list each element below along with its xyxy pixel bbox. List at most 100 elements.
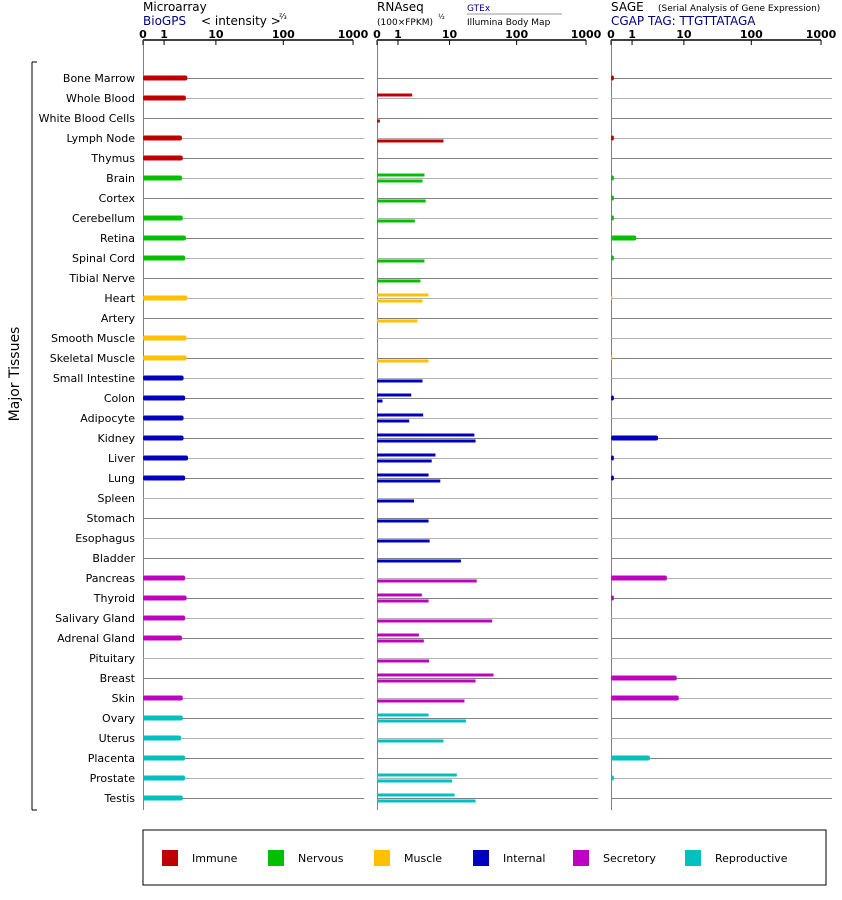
sage-bar [611, 295, 613, 301]
biogps-link[interactable]: BioGPS [143, 14, 186, 28]
microarray-bar [143, 775, 186, 781]
rnaseq-bodymap-bar [377, 473, 429, 477]
sage-bar [611, 175, 614, 181]
sage-bar [611, 235, 637, 241]
tissue-label: Colon [104, 392, 135, 405]
tissue-rows: Bone Marrow Whole Blood White Blood Cells L… [39, 72, 832, 805]
tissue-label: Bladder [92, 552, 135, 565]
legend-swatch-reproductive [685, 850, 701, 866]
microarray-bar [143, 455, 189, 461]
sage-bar [611, 575, 667, 581]
microarray-bar [143, 595, 187, 601]
rnaseq-bodymap-bar [377, 139, 444, 143]
tissue-label: Adrenal Gland [57, 632, 135, 645]
rnaseq-bodymap-bar [377, 379, 423, 383]
tissue-label: Skeletal Muscle [50, 352, 135, 365]
sage-bar [611, 755, 650, 761]
sage-bar [611, 75, 614, 81]
microarray-bar [143, 215, 183, 221]
sage-bar [611, 355, 613, 361]
sage-title: SAGE [611, 0, 644, 14]
bars [143, 75, 679, 803]
tissue-label: Breast [100, 672, 136, 685]
microarray-bar [143, 175, 182, 181]
x-tick-label: 10 [208, 28, 224, 41]
microarray-bar [143, 715, 183, 721]
rnaseq-bodymap-bar [377, 293, 429, 297]
microarray-bar [143, 395, 186, 401]
tissue-label: Salivary Gland [55, 612, 135, 625]
microarray-bar [143, 335, 187, 341]
rnaseq-bodymap-bar [377, 539, 430, 543]
x-tick-label: 1000 [806, 28, 837, 41]
tissue-label: Artery [101, 312, 136, 325]
cgap-tag-link[interactable]: CGAP TAG: TTGTTATAGA [611, 14, 756, 28]
x-tick-label: 1000 [338, 28, 369, 41]
tissue-label: Kidney [97, 432, 135, 445]
legend-label-nervous: Nervous [298, 852, 344, 865]
tissue-label: Heart [104, 292, 135, 305]
sage-bar [611, 215, 614, 221]
sage-bar [611, 455, 614, 461]
rnaseq-bodymap-bar [377, 173, 425, 177]
microarray-bar [143, 295, 188, 301]
microarray-bar [143, 255, 186, 261]
legend-swatch-secretory [573, 850, 589, 866]
tissue-label: Testis [104, 792, 136, 805]
legend-label-reproductive: Reproductive [715, 852, 788, 865]
microarray-bar [143, 95, 186, 101]
rnaseq-bodymap-bar [377, 659, 430, 663]
microarray-bar [143, 375, 184, 381]
rnaseq-bodymap-bar [377, 479, 441, 483]
rnaseq-bodymap-bar [377, 593, 422, 597]
rnaseq-bodymap-bar [377, 713, 429, 717]
legend-label-secretory: Secretory [603, 852, 656, 865]
tissue-label: Ovary [102, 712, 135, 725]
x-tick-label: 1 [160, 28, 168, 41]
tissue-label: Placenta [88, 752, 135, 765]
microarray-bar [143, 635, 182, 641]
rnaseq-bodymap-bar [377, 459, 432, 463]
rnaseq-bodymap-bar [377, 519, 429, 523]
microarray-bar [143, 475, 186, 481]
tissue-label: Adipocyte [80, 412, 135, 425]
sage-bar [611, 775, 614, 781]
sage-bar [611, 475, 614, 481]
rnaseq-bodymap-bar [377, 359, 429, 363]
microarray-scale-exponent: ⅔ [279, 12, 287, 21]
x-tick-label: 0 [139, 28, 147, 41]
legend-swatch-nervous [268, 850, 284, 866]
rnaseq-bodymap-bar [377, 453, 436, 457]
microarray-bar [143, 695, 183, 701]
rnaseq-bodymap-bar [377, 679, 476, 683]
tissue-label: Skin [112, 692, 135, 705]
tissue-label: Spleen [97, 492, 135, 505]
legend-swatch-internal [473, 850, 489, 866]
rnaseq-bodymap-bar [377, 179, 423, 183]
microarray-bar [143, 795, 183, 801]
tissue-label: Cortex [99, 192, 136, 205]
sage-bar [611, 135, 614, 141]
rnaseq-bodymap-bar [377, 599, 429, 603]
bodymap-label: Illumina Body Map [467, 18, 551, 28]
rnaseq-bodymap-bar [377, 793, 455, 797]
microarray-bar [143, 235, 186, 241]
tissue-label: Tibial Nerve [68, 272, 135, 285]
legend-label-muscle: Muscle [404, 852, 442, 865]
rnaseq-bodymap-bar [377, 393, 412, 397]
sage-bar [611, 595, 614, 601]
legend-label-immune: Immune [192, 852, 238, 865]
rnaseq-bodymap-bar [377, 119, 380, 123]
x-tick-label: 100 [272, 28, 295, 41]
rnaseq-bodymap-bar [377, 639, 424, 643]
tissue-label: Small Intestine [53, 372, 135, 385]
microarray-bar [143, 355, 187, 361]
rnaseq-bodymap-bar [377, 579, 477, 583]
x-tick-label: 0 [373, 28, 381, 41]
tissue-label: Esophagus [75, 532, 135, 545]
rnaseq-bodymap-bar [377, 699, 465, 703]
gtex-link[interactable]: GTEx [467, 4, 491, 14]
x-tick-label: 1 [394, 28, 402, 41]
sage-bar [611, 255, 614, 261]
sage-bar [611, 675, 677, 681]
